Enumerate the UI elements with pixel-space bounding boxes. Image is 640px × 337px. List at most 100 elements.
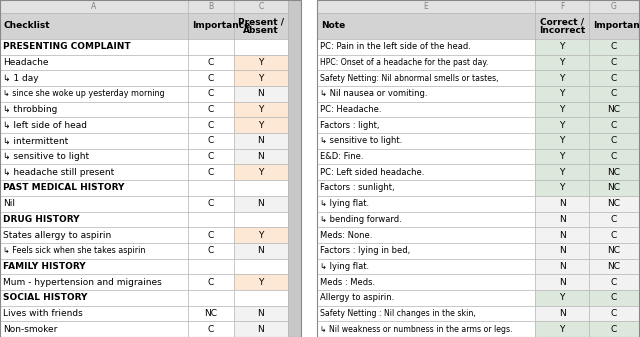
Text: Y: Y xyxy=(259,74,264,83)
Bar xyxy=(234,180,288,196)
Bar xyxy=(234,102,288,117)
Text: Y: Y xyxy=(259,58,264,67)
Text: C: C xyxy=(611,74,617,83)
Text: Incorrect: Incorrect xyxy=(539,26,585,35)
Text: N: N xyxy=(258,136,264,146)
Text: Safety Netting : Nil changes in the skin,: Safety Netting : Nil changes in the skin… xyxy=(320,309,476,318)
Bar xyxy=(589,133,639,149)
Bar xyxy=(317,39,535,55)
Bar xyxy=(589,258,639,274)
Bar xyxy=(188,0,234,13)
Text: B: B xyxy=(209,2,214,11)
Bar xyxy=(589,13,639,39)
Bar xyxy=(589,55,639,70)
Text: Y: Y xyxy=(559,184,564,192)
Bar xyxy=(589,0,639,13)
Bar xyxy=(0,86,188,102)
Text: N: N xyxy=(258,152,264,161)
Bar xyxy=(288,180,301,196)
Text: ↳ Feels sick when she takes aspirin: ↳ Feels sick when she takes aspirin xyxy=(3,246,145,255)
Bar xyxy=(234,274,288,290)
Bar xyxy=(188,133,234,149)
Text: Y: Y xyxy=(559,168,564,177)
Text: C: C xyxy=(611,136,617,146)
Text: NC: NC xyxy=(607,199,621,208)
Text: Y: Y xyxy=(559,136,564,146)
Text: N: N xyxy=(258,246,264,255)
Text: Y: Y xyxy=(259,231,264,240)
Text: Y: Y xyxy=(559,74,564,83)
Bar xyxy=(535,321,589,337)
Bar xyxy=(0,321,188,337)
Text: C: C xyxy=(611,89,617,98)
Text: ↳ headache still present: ↳ headache still present xyxy=(3,168,115,177)
Bar xyxy=(188,102,234,117)
Text: Meds : Meds.: Meds : Meds. xyxy=(320,278,375,286)
Bar xyxy=(589,149,639,164)
Bar xyxy=(317,180,535,196)
Bar xyxy=(288,212,301,227)
Bar xyxy=(288,149,301,164)
Bar xyxy=(535,274,589,290)
Bar xyxy=(234,196,288,212)
Text: E&D: Fine.: E&D: Fine. xyxy=(320,152,364,161)
Bar xyxy=(0,227,188,243)
Bar xyxy=(234,13,288,39)
Bar xyxy=(589,227,639,243)
Bar xyxy=(188,306,234,321)
Bar xyxy=(188,321,234,337)
Bar xyxy=(589,180,639,196)
Text: NC: NC xyxy=(607,246,621,255)
Text: Y: Y xyxy=(259,105,264,114)
Text: C: C xyxy=(208,121,214,130)
Text: Absent: Absent xyxy=(243,26,279,35)
Text: Mum - hypertension and migraines: Mum - hypertension and migraines xyxy=(3,278,162,286)
Text: Present /: Present / xyxy=(238,17,284,26)
Text: C: C xyxy=(208,105,214,114)
Bar xyxy=(589,274,639,290)
Text: Allergy to aspirin.: Allergy to aspirin. xyxy=(320,293,394,302)
Bar xyxy=(234,164,288,180)
Text: ↳ bending forward.: ↳ bending forward. xyxy=(320,215,402,224)
Text: PC: Headache.: PC: Headache. xyxy=(320,105,381,114)
Bar xyxy=(317,133,535,149)
Bar xyxy=(589,212,639,227)
Text: Y: Y xyxy=(559,89,564,98)
Text: Correct /: Correct / xyxy=(540,17,584,26)
Text: ↳ 1 day: ↳ 1 day xyxy=(3,74,38,83)
Bar xyxy=(535,117,589,133)
Text: Factors : lying in bed,: Factors : lying in bed, xyxy=(320,246,410,255)
Text: Y: Y xyxy=(559,105,564,114)
Bar xyxy=(288,227,301,243)
Bar xyxy=(535,164,589,180)
Bar xyxy=(288,274,301,290)
Text: C: C xyxy=(208,199,214,208)
Bar xyxy=(0,164,188,180)
Bar xyxy=(0,39,188,55)
Bar xyxy=(234,149,288,164)
Text: NC: NC xyxy=(607,262,621,271)
Bar xyxy=(234,321,288,337)
Text: NC: NC xyxy=(607,105,621,114)
Text: C: C xyxy=(208,325,214,334)
Bar xyxy=(188,243,234,258)
Bar xyxy=(288,133,301,149)
Text: N: N xyxy=(559,215,565,224)
Bar xyxy=(288,0,301,13)
Bar xyxy=(234,212,288,227)
Bar xyxy=(188,164,234,180)
Bar xyxy=(288,321,301,337)
Bar xyxy=(288,13,301,39)
Text: Y: Y xyxy=(559,121,564,130)
Text: ↳ Nil weakness or numbness in the arms or legs.: ↳ Nil weakness or numbness in the arms o… xyxy=(320,325,513,334)
Bar xyxy=(317,13,535,39)
Bar xyxy=(0,0,301,337)
Text: N: N xyxy=(258,309,264,318)
Bar xyxy=(317,149,535,164)
Bar xyxy=(234,86,288,102)
Bar xyxy=(288,306,301,321)
Bar xyxy=(535,86,589,102)
Bar xyxy=(188,258,234,274)
Bar xyxy=(234,55,288,70)
Text: Factors : sunlight,: Factors : sunlight, xyxy=(320,184,395,192)
